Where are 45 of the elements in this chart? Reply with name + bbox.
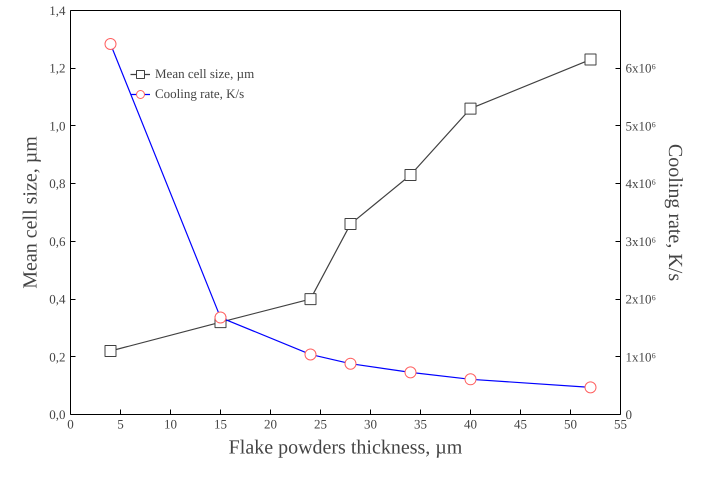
legend-label: Mean cell size, µm bbox=[155, 66, 254, 82]
x-tick-label: 5 bbox=[117, 416, 124, 432]
point bbox=[104, 345, 116, 358]
x-tick-label: 10 bbox=[164, 416, 177, 432]
x-tick-label: 15 bbox=[214, 416, 227, 432]
point bbox=[304, 348, 316, 360]
point bbox=[464, 102, 476, 115]
y-tick-label: 1,4 bbox=[49, 3, 66, 18]
x-tick-label: 25 bbox=[314, 416, 327, 432]
point bbox=[344, 358, 356, 370]
point bbox=[404, 366, 416, 378]
y2-tick-label: 6x10⁶ bbox=[626, 60, 656, 76]
x-tick-label: 55 bbox=[614, 416, 627, 432]
x-tick-label: 40 bbox=[464, 416, 477, 432]
y2-tick-label: 0 bbox=[626, 407, 632, 422]
point bbox=[584, 381, 596, 394]
point bbox=[584, 54, 596, 66]
x-tick-label: 30 bbox=[364, 416, 377, 432]
point bbox=[344, 218, 356, 230]
point bbox=[304, 293, 316, 306]
y2-tick-label: 5x10⁶ bbox=[626, 118, 656, 134]
x-tick-label: 45 bbox=[514, 416, 527, 432]
y-tick-label: 0,4 bbox=[49, 292, 66, 307]
y2-axis-title: Cooling rate, K/s bbox=[664, 144, 686, 282]
y-tick-label: 0,2 bbox=[49, 349, 66, 364]
x-axis-title: Flake powders thickness, µm bbox=[228, 436, 463, 458]
y-tick-label: 1,0 bbox=[49, 118, 66, 134]
y-axis-title: Mean cell size, µm bbox=[19, 136, 42, 289]
point bbox=[104, 38, 116, 50]
y2-tick-label: 4x10⁶ bbox=[626, 176, 656, 192]
point bbox=[464, 373, 476, 386]
point bbox=[404, 168, 416, 181]
y-tick-label: 0,6 bbox=[49, 234, 66, 249]
y2-tick-label: 1x10⁶ bbox=[626, 349, 656, 364]
x-tick-label: 50 bbox=[564, 416, 577, 432]
y2-tick-label: 2x10⁶ bbox=[626, 292, 656, 307]
point bbox=[214, 312, 226, 324]
y-tick-label: 1,2 bbox=[49, 60, 66, 76]
x-tick-label: 20 bbox=[264, 416, 277, 432]
y-tick-label: 0,0 bbox=[49, 407, 66, 422]
x-tick-label: 0 bbox=[67, 416, 74, 432]
x-tick-label: 35 bbox=[414, 416, 427, 432]
y2-tick-label: 3x10⁶ bbox=[626, 234, 656, 249]
legend-label: Cooling rate, K/s bbox=[155, 86, 244, 102]
y-tick-label: 0,8 bbox=[49, 176, 66, 192]
